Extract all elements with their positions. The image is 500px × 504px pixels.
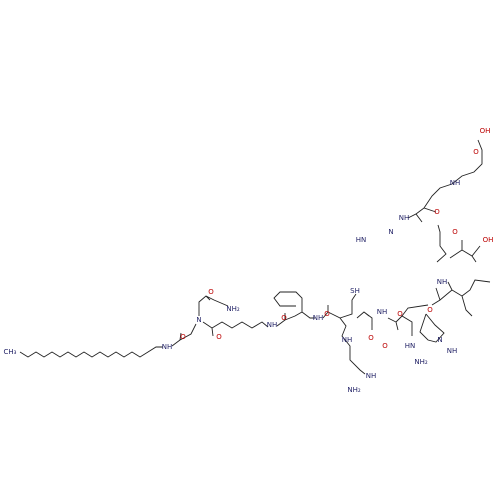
atom-label: NH [366, 372, 377, 380]
atom-label: O [397, 310, 403, 318]
atom-label: N [388, 228, 393, 236]
atom-label: O [216, 333, 222, 341]
atom-label: O [434, 208, 440, 216]
atom-label: HN [405, 342, 416, 350]
atom-label: O [180, 333, 186, 341]
atom-label: NH₂ [347, 386, 361, 394]
atom-label: NH [313, 314, 324, 322]
atom-label: NH₂ [414, 358, 428, 366]
bonds [19, 139, 491, 375]
atom-label: NH [450, 179, 461, 187]
atom-label: O [208, 288, 214, 296]
atom-label: OH [480, 127, 491, 135]
atom-label: O [427, 306, 433, 314]
atom-label: NH [447, 347, 458, 355]
atom-label: O [382, 342, 388, 350]
atom-label: NH [342, 336, 353, 344]
atom-label: N [437, 336, 442, 344]
atom-label: O [452, 228, 458, 236]
atom-label: CH₃ [4, 348, 17, 356]
atom-label: O [281, 314, 287, 322]
atom-label: NH [377, 308, 388, 316]
atom-label: NH [437, 278, 448, 286]
atom-label: NH [267, 321, 278, 329]
atom-label: O [473, 148, 479, 156]
atom-label: SH [350, 287, 360, 295]
atom-label: N [196, 316, 201, 324]
atom-label: NH₂ [226, 305, 240, 313]
atom-label: NH [162, 343, 173, 351]
atom-label: HN [356, 236, 367, 244]
atom-label: O [324, 310, 330, 318]
atom-label: OH [483, 236, 494, 244]
atom-label: NH [399, 214, 410, 222]
atom-label: O [368, 334, 374, 342]
